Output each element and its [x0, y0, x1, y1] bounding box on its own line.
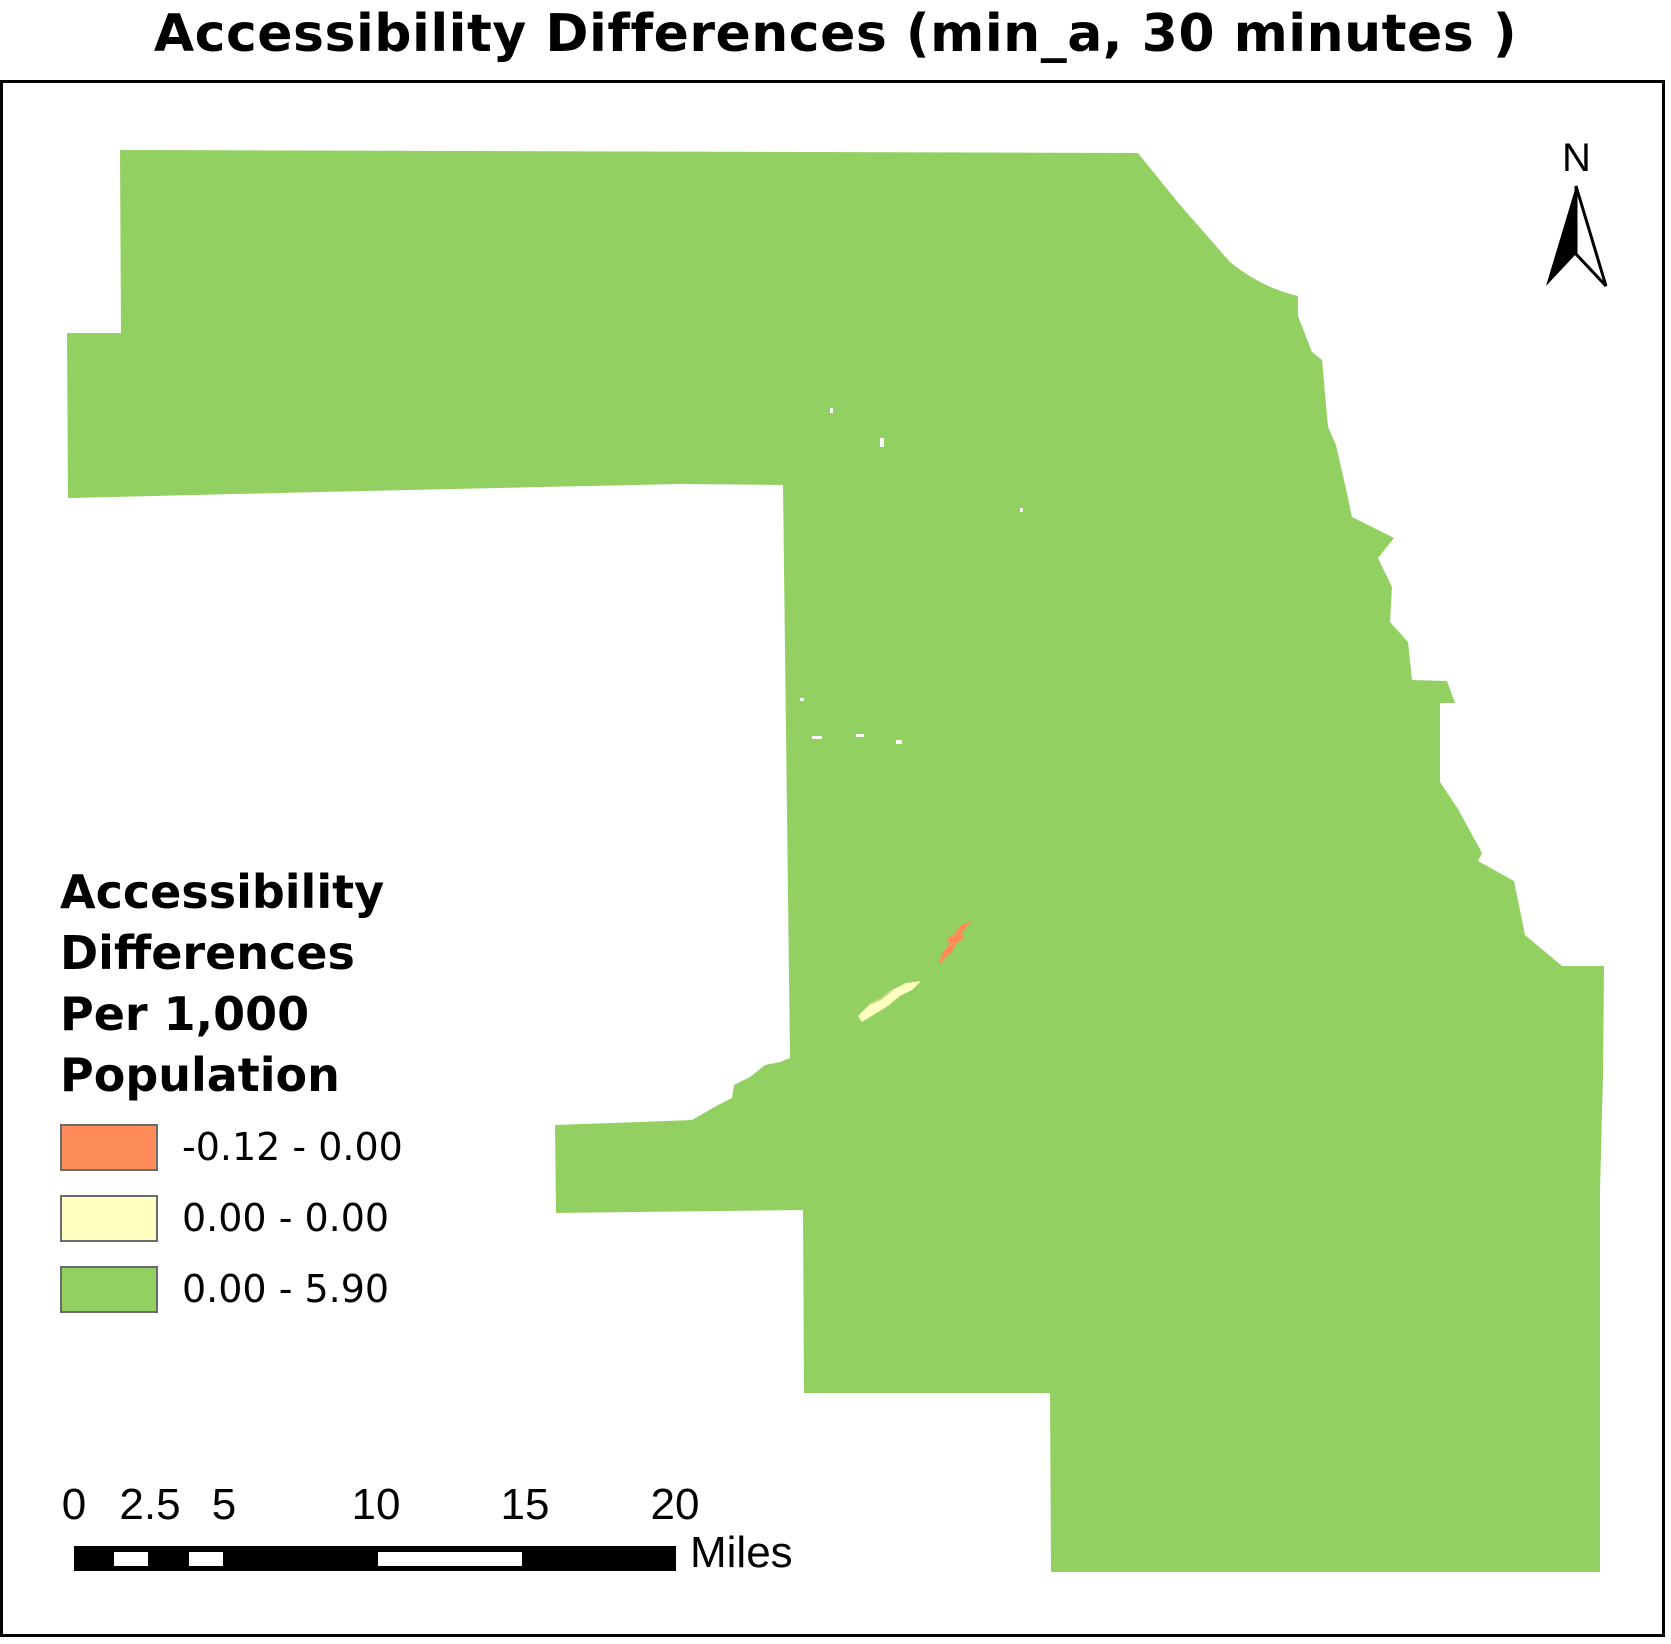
legend-title-line: Per 1,000: [60, 987, 310, 1041]
scale-bar: [74, 1546, 676, 1571]
hole: [896, 740, 902, 744]
legend-label: -0.12 - 0.00: [182, 1125, 403, 1169]
hole: [812, 736, 822, 739]
region-zero-edge: [869, 989, 893, 1005]
legend-label: 0.00 - 0.00: [182, 1196, 390, 1240]
legend-swatch: [60, 1195, 158, 1242]
hole: [1020, 508, 1023, 512]
scale-label: 5: [211, 1480, 237, 1529]
legend-swatch: [60, 1124, 158, 1171]
hole: [830, 408, 833, 413]
scale-label: 10: [351, 1480, 401, 1529]
scale-label: 20: [650, 1480, 700, 1529]
scale-label: 2.5: [119, 1480, 181, 1529]
hole: [856, 734, 864, 737]
legend-swatch: [60, 1266, 158, 1313]
scale-label: 15: [500, 1480, 550, 1529]
scale-label: 0: [61, 1480, 87, 1529]
map-title: Accessibility Differences (min_a, 30 min…: [153, 4, 1518, 64]
map-frame: [0, 80, 1665, 1637]
legend-label: 0.00 - 5.90: [182, 1267, 390, 1311]
hole: [880, 438, 884, 447]
region-zero: [858, 981, 921, 1022]
legend-title: Accessibility Differences Per 1,000 Popu…: [60, 862, 384, 1106]
legend-title-line: Population: [60, 1048, 340, 1102]
legend-title-line: Accessibility: [60, 865, 385, 919]
scale-unit: Miles: [690, 1528, 793, 1577]
legend-title-line: Differences: [60, 926, 355, 980]
north-arrow-label: N: [1562, 136, 1591, 180]
region-positive: [67, 150, 1604, 1572]
north-arrow-icon: [1546, 185, 1608, 288]
hole: [800, 698, 804, 701]
region-negative: [939, 921, 972, 966]
